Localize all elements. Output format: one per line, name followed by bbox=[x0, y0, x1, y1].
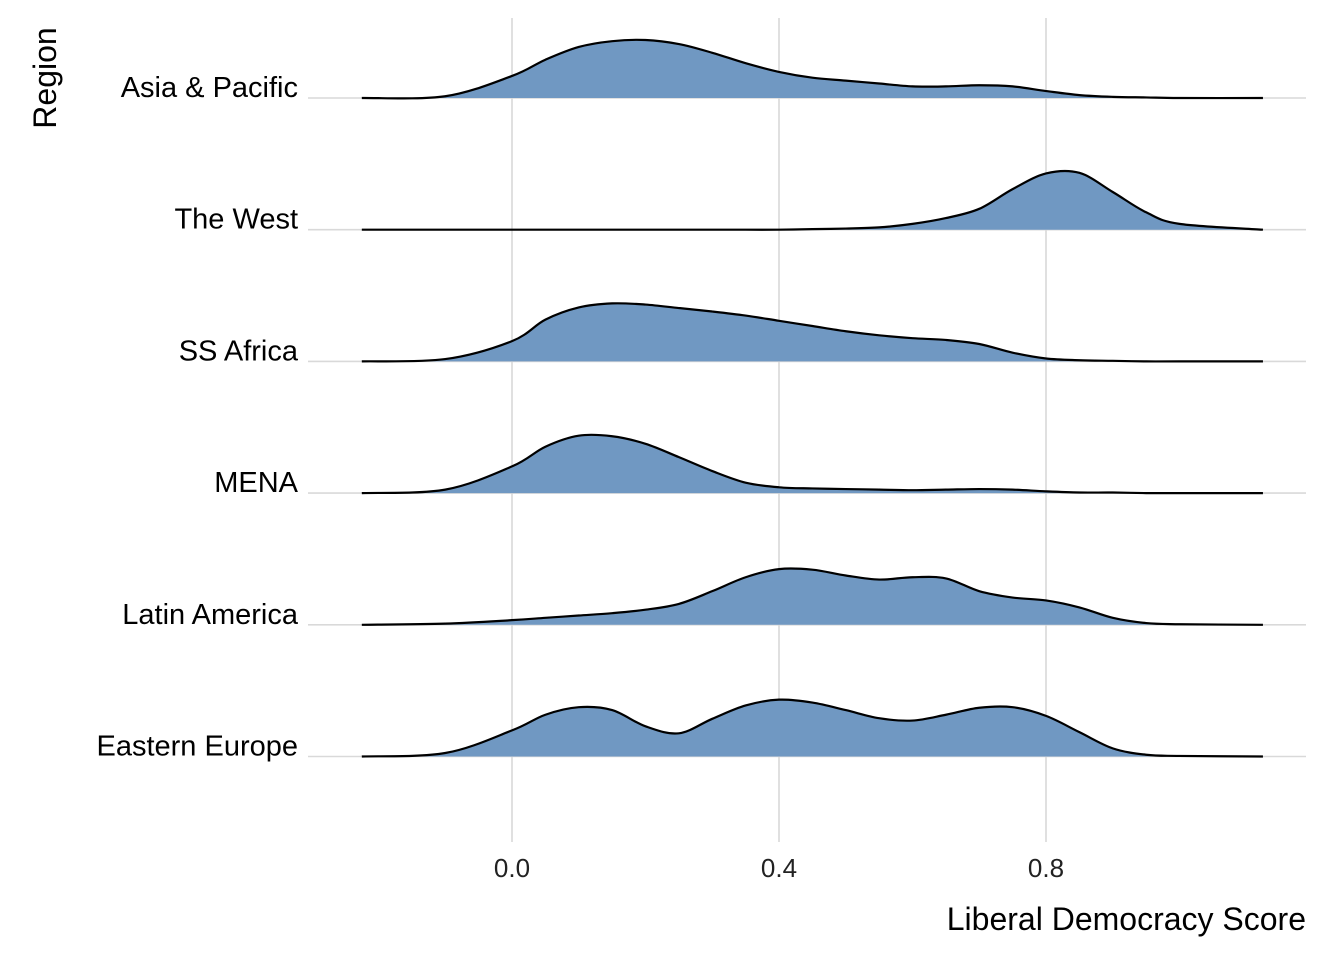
ridge-fill-asia-pacific bbox=[361, 39, 1263, 99]
x-tick-label: 0.4 bbox=[761, 853, 797, 883]
ridge-line-ss-africa bbox=[361, 302, 1263, 363]
ridge-line-eastern-europe bbox=[361, 698, 1263, 758]
category-label-eastern-europe: Eastern Europe bbox=[96, 731, 298, 763]
ridge-fill-mena bbox=[361, 434, 1263, 494]
ridges bbox=[361, 38, 1264, 758]
category-label-latin-america: Latin America bbox=[122, 599, 299, 631]
ridge-line-latin-america bbox=[361, 567, 1263, 626]
category-label-ss-africa: SS Africa bbox=[179, 335, 299, 367]
ridge-fill-eastern-europe bbox=[361, 699, 1263, 757]
ridge-line-mena bbox=[361, 433, 1263, 495]
ridge-fill-ss-africa bbox=[361, 303, 1263, 362]
ridge-fill-the-west bbox=[361, 170, 1263, 230]
ridge-fill-latin-america bbox=[361, 568, 1263, 625]
x-axis-title: Liberal Democracy Score bbox=[947, 901, 1306, 937]
ridge-line-asia-pacific bbox=[361, 38, 1263, 100]
ridge-line-the-west bbox=[361, 169, 1264, 231]
category-label-mena: MENA bbox=[214, 467, 298, 499]
x-tick-label: 0.8 bbox=[1028, 853, 1064, 883]
category-label-asia-pacific: Asia & Pacific bbox=[121, 72, 298, 104]
category-label-the-west: The West bbox=[174, 204, 298, 236]
x-tick-labels: 0.0 0.4 0.8 bbox=[494, 853, 1064, 883]
y-axis-title: Region bbox=[27, 27, 63, 128]
x-tick-label: 0.0 bbox=[494, 853, 530, 883]
category-labels: Eastern Europe Latin America MENA SS Africa… bbox=[96, 72, 298, 763]
